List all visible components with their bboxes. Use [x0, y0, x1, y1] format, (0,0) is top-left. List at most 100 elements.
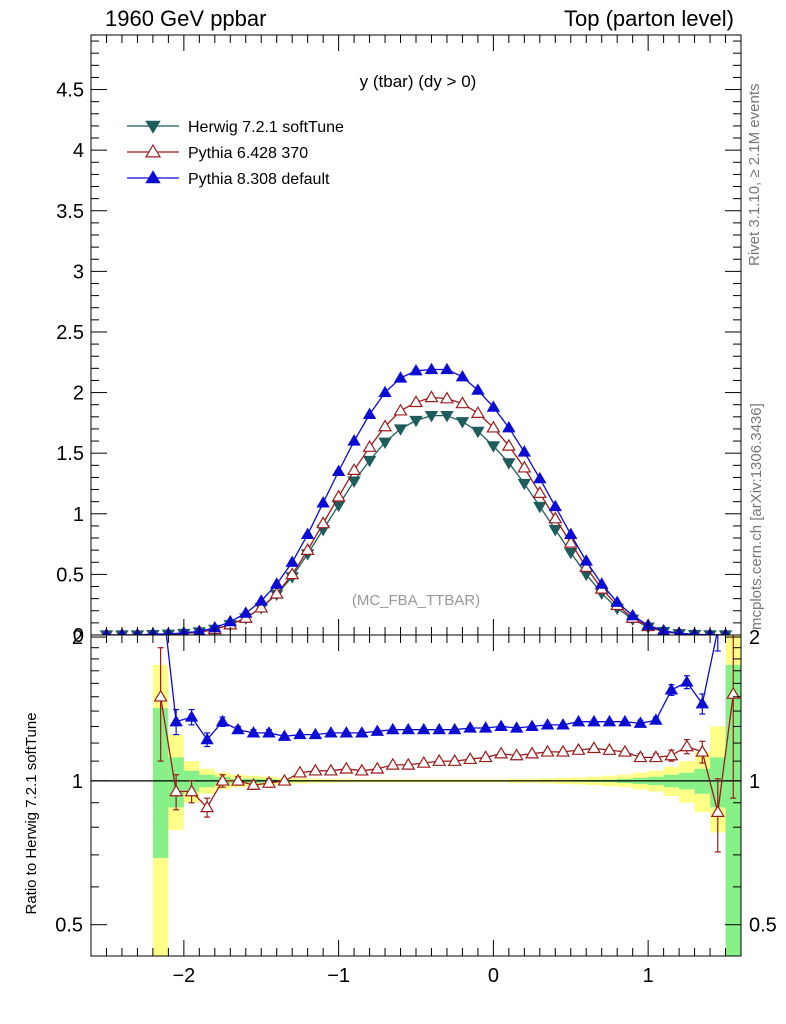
series-2-point: [502, 420, 516, 433]
main-ytick-label: 0.5: [56, 564, 84, 586]
ratio-line-0: [159, 693, 734, 813]
ratio-1-point: [649, 713, 663, 725]
main-ytick-label: 3: [73, 261, 84, 283]
legend-marker-0: [145, 120, 161, 134]
ratio-0-point: [602, 742, 617, 755]
ratio-1-point: [633, 716, 648, 728]
series-1-point: [470, 405, 485, 418]
series-1-point: [424, 390, 439, 403]
series-2-point: [285, 555, 299, 567]
series-1-point: [455, 396, 470, 409]
ratio-0-point: [509, 748, 524, 761]
legend-marker-1: [144, 143, 162, 158]
main-ytick-label: 4: [73, 140, 84, 162]
series-2-point: [455, 370, 470, 382]
ratio-1-point: [463, 721, 477, 733]
series-2-point: [409, 363, 423, 376]
ratio-1-point: [540, 718, 555, 730]
series-2-point: [533, 471, 547, 484]
ratio-ylabel: Ratio to Herwig 7.2.1 softTune: [23, 712, 40, 914]
ratio-1-point: [308, 727, 323, 740]
series-1-point: [331, 489, 346, 502]
series-0-point: [393, 424, 408, 436]
series-1-point: [563, 535, 578, 548]
main-ytick-label: 4.5: [56, 80, 84, 102]
series-0-point: [486, 441, 501, 453]
series-2-point: [316, 496, 330, 508]
series-1-point: [269, 586, 284, 599]
series-2-point: [362, 407, 377, 419]
band-green: [725, 664, 741, 956]
ratio-panel: 0.5 0.5 1 1 2 2 −2 −1 0 1 Ratio to Herwig 7.2.1 so…: [23, 577, 777, 987]
series-2-point: [331, 464, 346, 476]
series-2-point: [300, 527, 315, 539]
main-title: y (tbar) (dy > 0): [360, 72, 477, 91]
ratio-0-point: [695, 744, 710, 757]
ratio-1-point: [618, 714, 632, 727]
ratio-ytick-label: 0.5: [55, 915, 83, 937]
ratio-0-point: [339, 761, 354, 774]
ratio-0-point: [710, 804, 725, 817]
legend-label-0: Herwig 7.2.1 softTune: [188, 119, 344, 136]
ratio-0-point: [664, 748, 679, 761]
series-2-point: [393, 371, 408, 383]
ratio-1-point: [262, 726, 276, 738]
series-2-point: [517, 445, 532, 457]
ratio-ytick-label-right: 1: [749, 771, 760, 793]
main-ytick-label: 2.5: [56, 322, 84, 344]
ratio-0-point: [200, 800, 215, 813]
ratio-1-point: [525, 719, 539, 732]
ratio-0-point: [230, 773, 246, 786]
header-right: Top (parton level): [564, 6, 734, 31]
band-green: [152, 708, 169, 858]
main-ytick-label: 1: [73, 504, 84, 526]
legend-label-2: Pythia 8.308 default: [188, 171, 330, 188]
ratio-0-point: [633, 750, 648, 763]
ratio-1-point: [231, 722, 245, 735]
ratio-xtick-label: 1: [643, 965, 654, 987]
series-0-point: [502, 458, 516, 470]
ratio-0-point: [432, 753, 447, 766]
main-ytick-label: 3.5: [56, 201, 84, 223]
series-2-point: [270, 577, 284, 589]
ratio-0-point: [463, 752, 478, 765]
ratio-0-point: [153, 689, 168, 702]
series-1-point: [393, 403, 408, 416]
series-1-point: [439, 391, 455, 404]
ratio-0-point: [571, 742, 586, 755]
ratio-ytick-label-right: 0.5: [749, 915, 777, 937]
series-1-point: [316, 516, 331, 529]
series-1-point: [285, 567, 300, 580]
ratio-0-point: [354, 763, 369, 776]
ratio-1-point: [246, 726, 261, 738]
series-1-point: [347, 462, 362, 475]
series-1-point: [532, 485, 547, 498]
ratio-0-point: [169, 784, 184, 797]
ratio-0-point: [525, 746, 540, 759]
ratio-1-point: [602, 714, 617, 727]
ratio-1-point: [184, 710, 199, 722]
ratio-1-point: [169, 714, 183, 727]
ratio-1-point: [494, 719, 508, 732]
ratio-0-point: [385, 757, 400, 770]
ratio-0-point: [261, 775, 277, 788]
series-1-point: [486, 420, 501, 433]
ratio-0-point: [323, 763, 338, 776]
series-2-point: [625, 608, 640, 621]
ratio-xtick-label: 0: [488, 965, 499, 987]
watermark: (MC_FBA_TTBAR): [352, 592, 480, 609]
ratio-0-point: [617, 744, 632, 757]
ratio-0-point: [494, 746, 509, 759]
series-0-point: [424, 411, 439, 423]
ratio-0-point: [184, 784, 199, 797]
ratio-1-point: [370, 724, 385, 736]
ratio-1-point: [155, 577, 167, 587]
series-0-point: [564, 547, 578, 560]
series-1-point: [408, 395, 424, 408]
series-1-point: [362, 439, 377, 452]
series-2-point: [378, 385, 392, 398]
series-1-point: [548, 511, 563, 524]
ratio-0-point: [416, 755, 431, 768]
main-panel: 0 0.5 1 1.5 2 2.5 3 3.5 4 4.5 y (tbar) (dy > 0) (MC…: [56, 34, 742, 647]
